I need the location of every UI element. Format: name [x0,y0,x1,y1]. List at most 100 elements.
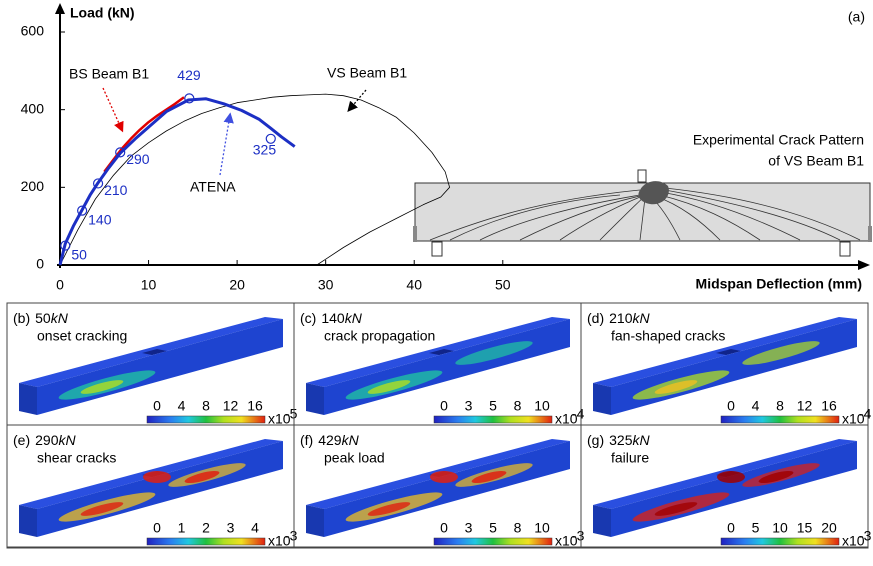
panel-title-part: (d) [587,310,604,326]
colorbar-tick-label: 5 [489,398,497,414]
colorbar-tick-label: 0 [153,398,161,414]
panel-title-part: 210 [609,310,633,326]
point-label: 325 [253,141,277,157]
colorbar-tick-label: 12 [223,398,239,414]
x-axis-label: Midspan Deflection (mm) [696,276,862,292]
colorbar-tick-label: 10 [772,520,788,536]
panel-title-part: (b) [13,310,30,326]
y-tick-label: 0 [36,256,44,272]
crack-zone [717,471,745,483]
x-tick-label: 10 [141,277,157,293]
crack-zone [430,471,458,483]
colorbar-tick-label: 16 [247,398,263,414]
beam-front [19,383,37,415]
colorbar-tick-label: 0 [440,520,448,536]
panel-title-part: 325 [609,432,633,448]
x-tick-label: 0 [56,277,64,293]
panel-caption: onset cracking [37,328,127,344]
panel-title-part: 290 [35,432,59,448]
colorbar [721,538,839,545]
annotation-arrow [220,115,230,175]
colorbar-exponent: -4 [572,406,585,422]
panel-title-part: 429 [318,432,342,448]
panel-title-part: kN [632,310,650,326]
panel-caption: shear cracks [37,450,116,466]
panel: (d)210kNfan-shaped cracks0481216x10-4 [581,303,872,427]
colorbar-tick-label: 10 [534,398,550,414]
point-label: 140 [88,211,112,227]
colorbar-tick-label: 2 [202,520,210,536]
colorbar [147,416,265,423]
colorbar-tick-label: 3 [227,520,235,536]
series-label: BS Beam B1 [69,66,149,82]
colorbar-tick-label: 1 [178,520,186,536]
series-line [60,99,295,265]
panel: (b)50kNonset cracking0481216x10-5 [7,303,298,427]
colorbar [434,416,552,423]
annotation-arrow [103,88,122,130]
panel-caption: failure [611,450,649,466]
page: {"chart_data": {"type": "line", "panel_l… [0,0,873,566]
panel-title: (c)140kN [300,310,363,326]
colorbar-exponent: -3 [285,528,298,544]
colorbar-tick-label: 4 [752,398,760,414]
x-tick-label: 40 [406,277,422,293]
panel-caption: crack propagation [324,328,435,344]
panel-title-part: kN [58,432,76,448]
panel-title: (b) 50kN [13,310,69,326]
panel-title: (g) 325kN [587,432,650,448]
colorbar [434,538,552,545]
y-axis-label: Load (kN) [70,5,135,21]
colorbar-exponent: -4 [859,406,872,422]
colorbar-tick-label: 5 [752,520,760,536]
panel-label: (a) [848,9,865,25]
inset-caption: Experimental Crack Pattern [693,132,864,148]
panel: (f)429kNpeak load035810x10-3 [294,425,585,549]
annotation-arrow [349,90,366,110]
colorbar-tick-label: 0 [727,398,735,414]
colorbar-tick-label: 15 [797,520,813,536]
panel-caption: fan-shaped cracks [611,328,725,344]
panel-title-part: (c) [300,310,316,326]
y-tick-label: 400 [21,100,45,116]
panel-title-part: 50 [35,310,51,326]
figure: Load (kN) Midspan Deflection (mm) (a) Ex… [0,0,873,566]
crack-zone [143,471,171,483]
colorbar-tick-label: 10 [534,520,550,536]
beam-front [306,383,324,415]
colorbar-tick-label: 8 [202,398,210,414]
colorbar-tick-label: 8 [514,398,522,414]
colorbar-tick-label: 8 [514,520,522,536]
colorbar-tick-label: 4 [251,520,259,536]
colorbar-tick-label: 0 [440,398,448,414]
point-label: 290 [126,151,150,167]
colorbar-exponent: -3 [572,528,585,544]
panel-title: (e) 290kN [13,432,76,448]
point-label: 429 [177,67,201,83]
panel-title-part: 140 [321,310,345,326]
panel-caption: peak load [324,450,385,466]
colorbar [721,416,839,423]
point-label: 50 [71,246,87,262]
y-tick-label: 600 [21,23,45,39]
beam-front [19,505,37,537]
panel-title-part: (g) [587,432,604,448]
point-label: 210 [104,182,128,198]
series-label: VS Beam B1 [327,65,407,81]
panel-title-part: kN [632,432,650,448]
panel-title-part: (f) [300,432,313,448]
colorbar-tick-label: 3 [465,520,473,536]
panel-title-part: kN [51,310,69,326]
colorbar-tick-label: 12 [797,398,813,414]
series-label: ATENA [190,179,236,195]
colorbar-tick-label: 0 [153,520,161,536]
colorbar-tick-label: 3 [465,398,473,414]
crack-pattern-inset [413,170,872,256]
panel-title-part: (e) [13,432,30,448]
colorbar-tick-label: 16 [821,398,837,414]
y-tick-label: 200 [21,178,45,194]
x-axis-arrow [858,260,870,270]
